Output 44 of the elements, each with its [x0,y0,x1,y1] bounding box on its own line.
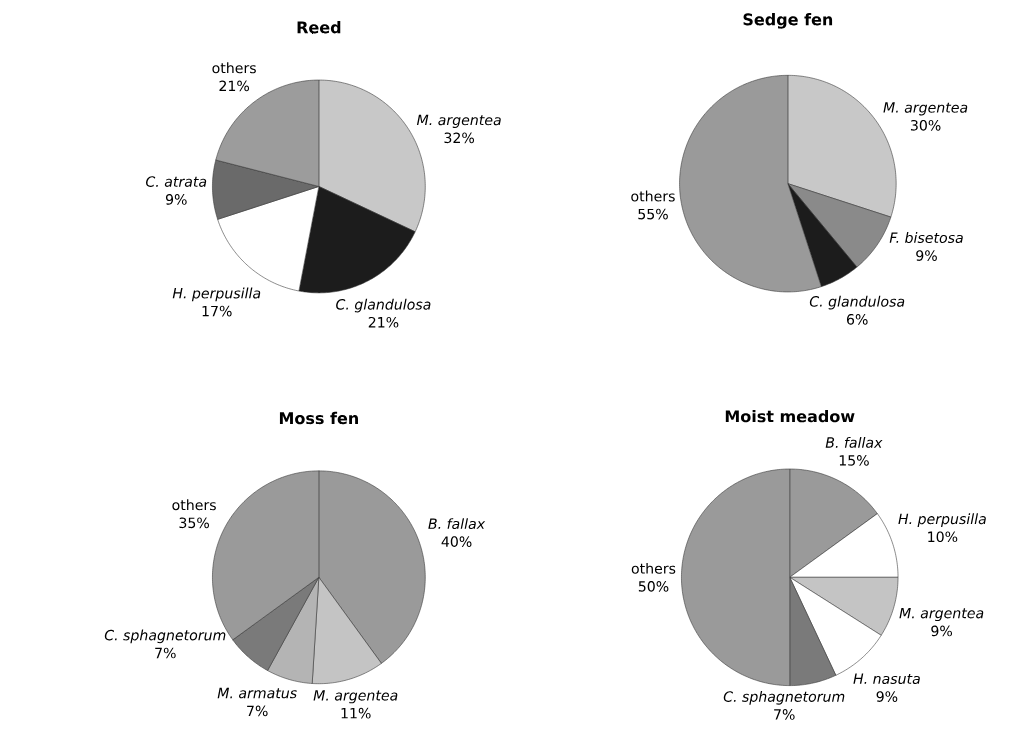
slice-label: C. atrata [146,176,207,187]
data-label: 9% [165,194,187,205]
slice-label: B. fallax [428,518,486,529]
slice-label: others [631,562,676,574]
data-label: 21% [368,316,399,328]
data-label: 17% [202,305,232,317]
slice-label: H. perpusilla [172,287,261,302]
slice-label: C. sphagnetorum [104,629,226,644]
data-label: 30% [910,119,941,131]
slice-label: M. argentea [313,690,398,704]
data-label: 15% [839,454,869,466]
data-label: 9% [916,250,937,261]
chart-title: Reed [297,20,341,34]
data-label: 11% [341,707,371,719]
data-label: 7% [774,709,795,720]
slice-label: M. argentea [899,607,984,622]
slice-label: others [212,62,256,74]
data-label: 21% [219,80,250,92]
slice-label: M. argentea [883,102,968,116]
data-label: 35% [179,517,210,529]
data-label: 40% [441,536,472,547]
slice-label: F. bisetosa [889,232,963,243]
chart-title: Moist meadow [725,409,855,423]
data-label: 55% [638,208,668,220]
chart-title: Sedge fen [743,12,833,29]
slice-label: H. perpusilla [898,513,986,527]
slice-label: C. sphagnetorum [723,690,845,705]
data-label: 7% [155,647,176,659]
data-label: 6% [846,313,868,325]
slice-label: C. glandulosa [809,295,905,310]
slice-label: others [631,190,675,202]
data-label: 10% [928,531,958,543]
data-label: 9% [931,625,953,637]
slice-label: C. glandulosa [336,298,431,313]
data-label: 32% [444,132,475,144]
slice-label: others [172,499,216,511]
slice-label: M. argentea [416,114,501,128]
data-label: 9% [876,691,898,702]
slice-label: M. armatus [217,687,297,699]
data-label: 7% [247,705,268,717]
slice-label: H. nasuta [853,673,920,684]
slice-label: B. fallax [825,436,883,448]
data-label: 50% [638,580,669,592]
chart-title: Moss fen [279,411,358,425]
